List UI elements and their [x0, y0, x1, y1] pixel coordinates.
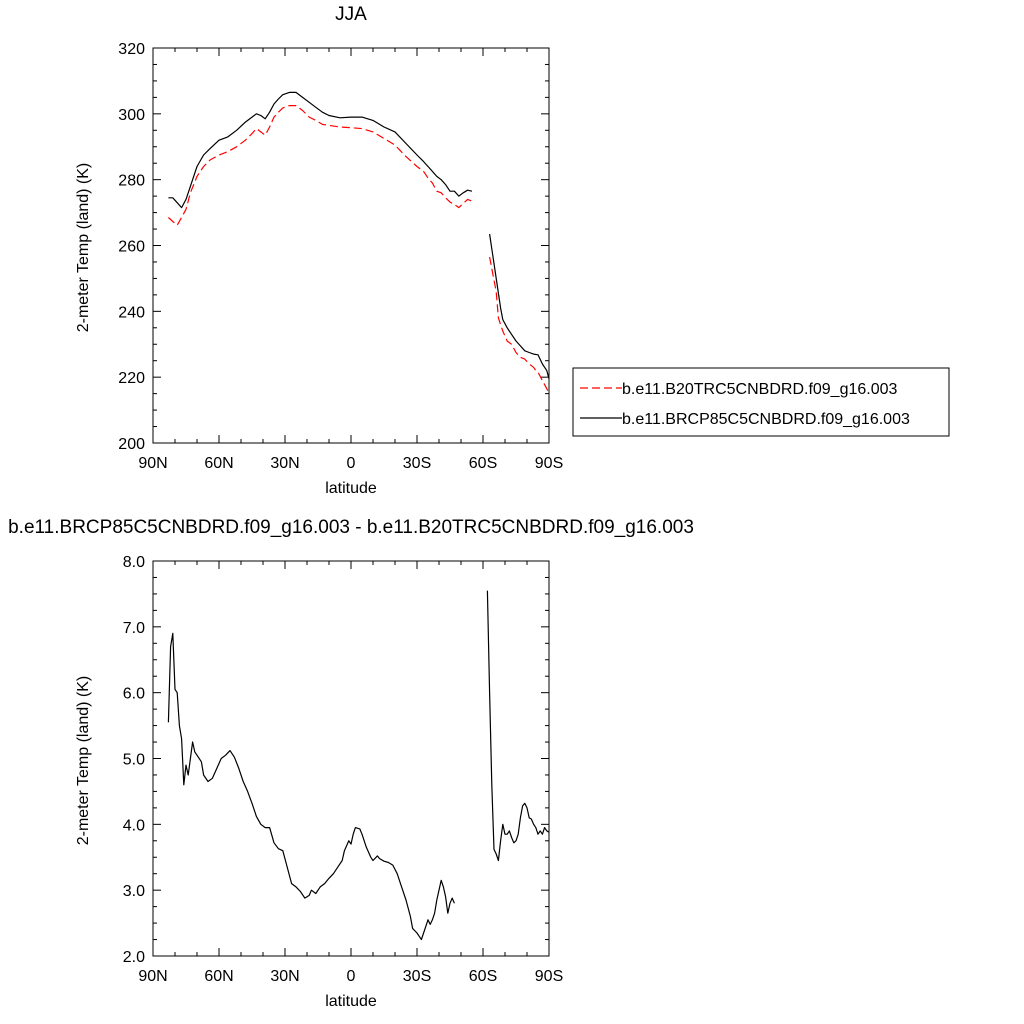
y-tick-label: 200	[118, 436, 145, 453]
series-line	[486, 590, 550, 862]
y-tick-label: 2.0	[123, 949, 145, 966]
chart-title: JJA	[335, 4, 367, 25]
legend-label: b.e11.BRCP85C5CNBDRD.f09_g16.003	[622, 411, 910, 428]
x-tick-label: 90S	[535, 455, 563, 472]
series-line	[489, 233, 550, 379]
x-tick-label: 60N	[204, 968, 233, 985]
x-tick-label: 60N	[204, 455, 233, 472]
series-line	[167, 632, 455, 941]
legend-box	[572, 367, 950, 437]
y-tick-label: 8.0	[123, 554, 145, 571]
y-tick-label: 260	[118, 239, 145, 256]
y-tick-label: 3.0	[123, 883, 145, 900]
y-axis-title: 2-meter Temp (land) (K)	[75, 163, 92, 333]
series-line	[168, 91, 473, 209]
x-tick-label: 60S	[469, 455, 497, 472]
x-tick-label: 90N	[138, 968, 167, 985]
y-tick-label: 5.0	[123, 752, 145, 769]
y-tick-label: 6.0	[123, 686, 145, 703]
x-tick-label: 30S	[403, 968, 431, 985]
x-tick-label: 30N	[270, 968, 299, 985]
series-line	[489, 256, 550, 394]
y-tick-label: 280	[118, 173, 145, 190]
y-tick-label: 320	[118, 41, 145, 58]
x-tick-label: 30S	[403, 455, 431, 472]
x-axis-title: latitude	[325, 993, 377, 1010]
plot-frame	[152, 47, 550, 444]
legend: b.e11.B20TRC5CNBDRD.f09_g16.003 b.e11.BRC…	[572, 367, 950, 437]
x-tick-label: 60S	[469, 968, 497, 985]
legend-label: b.e11.B20TRC5CNBDRD.f09_g16.003	[622, 381, 898, 398]
y-tick-label: 4.0	[123, 817, 145, 834]
chart-title: b.e11.BRCP85C5CNBDRD.f09_g16.003 - b.e11…	[8, 517, 694, 538]
plot-frame	[152, 560, 550, 957]
y-tick-label: 220	[118, 370, 145, 387]
x-tick-label: 0	[347, 455, 356, 472]
y-tick-label: 300	[118, 107, 145, 124]
top-panel: JJA 200 220 240 260 280 300 320 90N 60N 30N 0 30S 60S…	[75, 4, 563, 497]
x-tick-label: 90N	[138, 455, 167, 472]
y-tick-label: 240	[118, 304, 145, 321]
x-tick-label: 90S	[535, 968, 563, 985]
bottom-panel: b.e11.BRCP85C5CNBDRD.f09_g16.003 - b.e11…	[8, 517, 694, 1010]
y-axis-title: 2-meter Temp (land) (K)	[75, 676, 92, 846]
y-tick-label: 7.0	[123, 620, 145, 637]
series-line	[167, 104, 473, 226]
x-tick-label: 0	[347, 968, 356, 985]
x-tick-label: 30N	[270, 455, 299, 472]
x-axis-title: latitude	[325, 480, 377, 497]
